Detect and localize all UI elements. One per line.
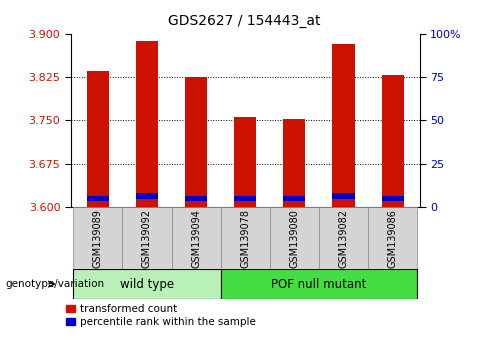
FancyBboxPatch shape — [221, 207, 270, 269]
FancyBboxPatch shape — [122, 207, 171, 269]
FancyBboxPatch shape — [73, 269, 221, 299]
Bar — [284, 119, 305, 207]
FancyBboxPatch shape — [319, 207, 368, 269]
Text: GSM139080: GSM139080 — [289, 209, 299, 268]
Bar — [234, 118, 256, 207]
Bar — [136, 41, 158, 207]
Bar — [136, 193, 158, 199]
Bar — [234, 195, 256, 201]
FancyBboxPatch shape — [221, 269, 417, 299]
FancyBboxPatch shape — [73, 207, 122, 269]
Bar — [332, 193, 355, 199]
Text: GSM139089: GSM139089 — [93, 209, 103, 268]
Text: GSM139086: GSM139086 — [387, 209, 398, 268]
FancyBboxPatch shape — [368, 207, 417, 269]
Bar — [87, 71, 109, 207]
Text: GDS2627 / 154443_at: GDS2627 / 154443_at — [168, 14, 320, 28]
Bar — [185, 195, 207, 201]
Bar — [284, 195, 305, 201]
Text: wild type: wild type — [120, 278, 174, 291]
Bar — [87, 195, 109, 201]
Bar — [185, 77, 207, 207]
FancyBboxPatch shape — [171, 207, 221, 269]
Bar — [382, 75, 404, 207]
Legend: transformed count, percentile rank within the sample: transformed count, percentile rank withi… — [66, 304, 256, 327]
Text: POF null mutant: POF null mutant — [271, 278, 366, 291]
FancyBboxPatch shape — [270, 207, 319, 269]
Bar — [382, 195, 404, 201]
Text: GSM139094: GSM139094 — [191, 209, 201, 268]
Text: GSM139078: GSM139078 — [240, 209, 250, 268]
Text: genotype/variation: genotype/variation — [5, 279, 104, 289]
Text: GSM139082: GSM139082 — [339, 209, 348, 268]
Text: GSM139092: GSM139092 — [142, 209, 152, 268]
Bar — [332, 44, 355, 207]
